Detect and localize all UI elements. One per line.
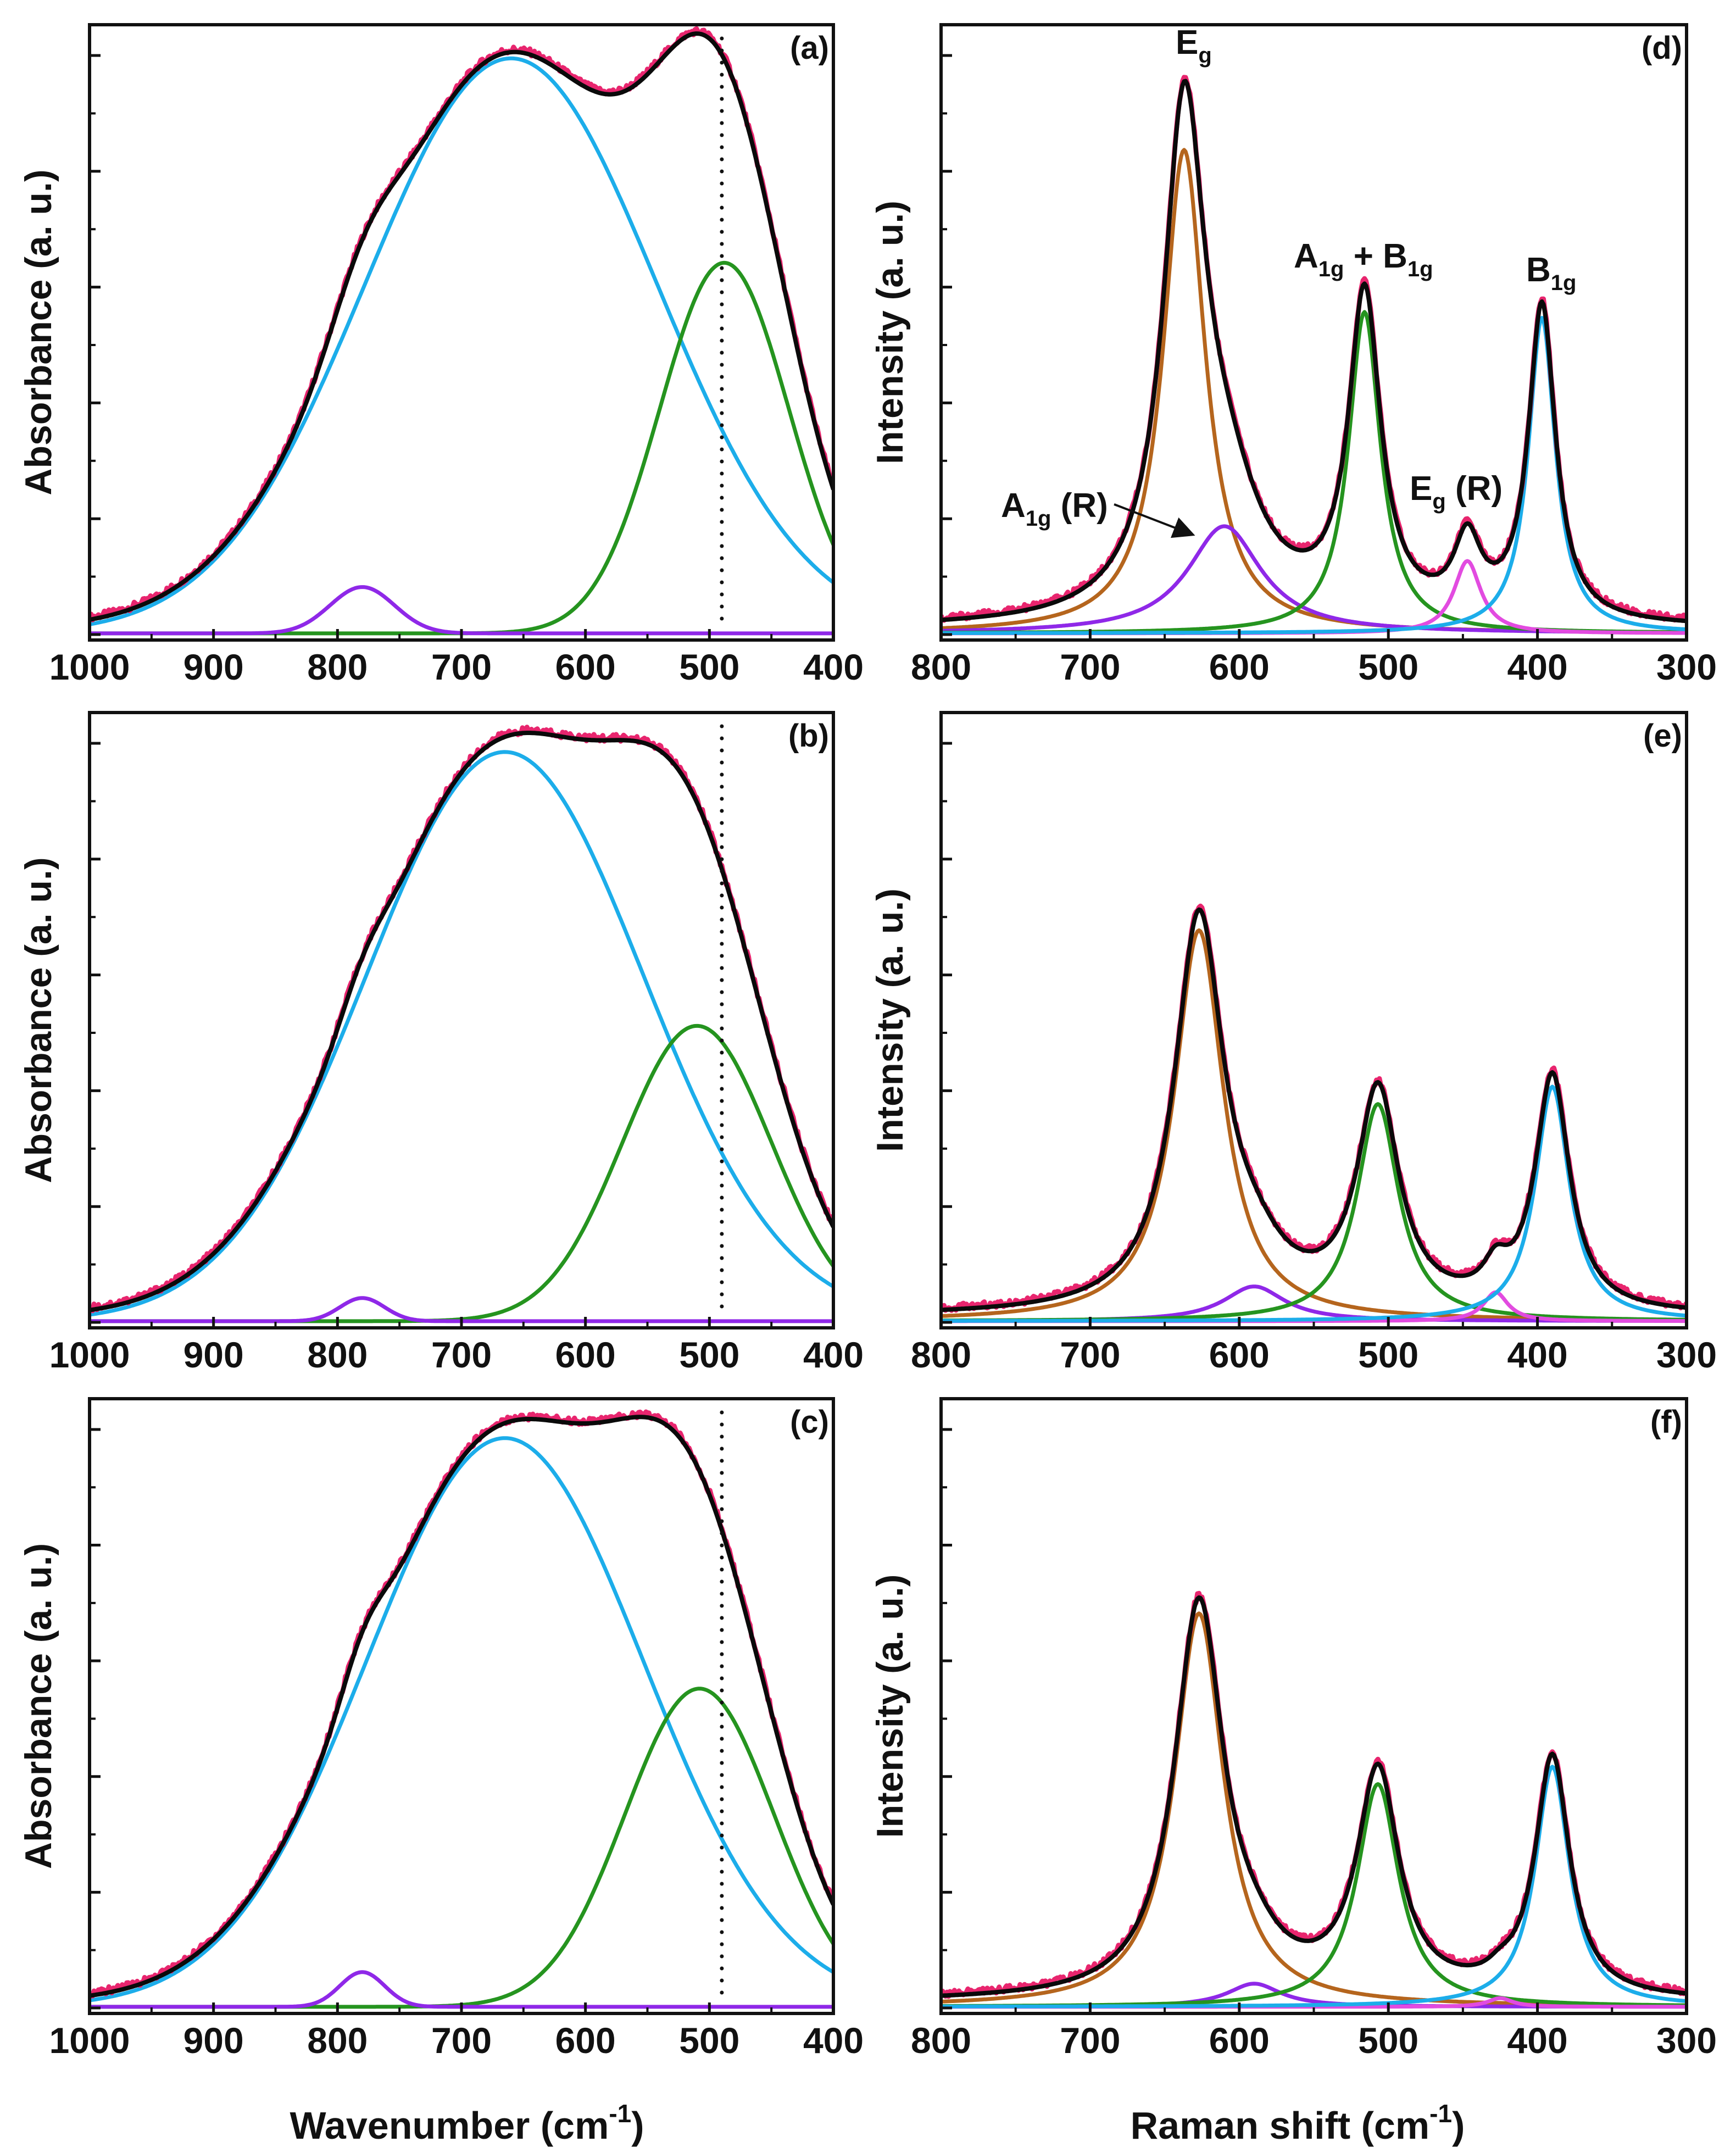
panel-d-y-axis-label: Intensity (a. u.) — [869, 201, 911, 464]
panel-d-fit-component-3 — [941, 310, 1687, 635]
panel-d-xtick-label-800: 800 — [911, 647, 971, 687]
panel-a-fit-component-1 — [90, 56, 833, 626]
panel-b-xtick-label-400: 400 — [803, 1334, 864, 1375]
panel-d-xtick-label-500: 500 — [1358, 647, 1418, 687]
panel-f-cumulative-fit — [941, 1595, 1687, 1998]
left-x-axis-label: Wavenumber (cm-1) — [290, 2099, 644, 2147]
panel-e-y-axis-label: Intensity (a. u.) — [869, 888, 911, 1152]
panel-b-xtick-label-1000: 1000 — [49, 1334, 130, 1375]
panel-f-measured-trace — [941, 1590, 1687, 1999]
panel-c-xtick-label-500: 500 — [679, 2020, 739, 2061]
panel-a-tag: (a) — [790, 30, 829, 66]
panels: 1000 900 800 700 600 500 400 Absorbance (a. u.)… — [18, 23, 1717, 2061]
panel-c-fit-component-3 — [90, 1970, 833, 2009]
panel-d-peak-label-4: Eg (R) — [1410, 470, 1503, 514]
panel-e-frame — [939, 711, 1688, 1329]
panel-a: 1000 900 800 700 600 500 400 Absorbance (a. u.)… — [18, 23, 864, 687]
panel-e-xtick-label-800: 800 — [911, 1334, 971, 1375]
panel-f-fit-component-1 — [941, 1611, 1687, 2007]
panel-d-cumulative-fit — [941, 79, 1687, 624]
panel-e-curves — [941, 903, 1687, 1323]
left-x-axis-label-sup: -1 — [609, 2099, 631, 2128]
panel-a-curves — [90, 26, 833, 636]
panel-a-y-axis-label: Absorbance (a. u.) — [18, 169, 59, 495]
panel-e-xtick-label-600: 600 — [1209, 1334, 1270, 1375]
panel-c-xtick-label-900: 900 — [183, 2020, 244, 2061]
panel-e-xtick-label-700: 700 — [1060, 1334, 1120, 1375]
panel-c-xtick-label-400: 400 — [803, 2020, 864, 2061]
panel-b-xtick-label-800: 800 — [307, 1334, 368, 1375]
panel-d-xtick-label-600: 600 — [1209, 647, 1270, 687]
panel-f-xtick-label-300: 300 — [1656, 2020, 1717, 2061]
panel-b-y-axis-label: Absorbance (a. u.) — [18, 857, 59, 1183]
panel-e: 800 700 600 500 400 300 Intensity (a. u.) (e) — [869, 711, 1717, 1375]
panel-a-xtick-label-700: 700 — [431, 647, 492, 687]
panel-c-xtick-label-600: 600 — [555, 2020, 616, 2061]
panel-a-cumulative-fit — [90, 31, 833, 622]
panel-f-curves — [941, 1590, 1687, 2009]
panel-d-peak-label-3: B1g — [1526, 251, 1576, 295]
right-x-axis-label: Raman shift (cm-1) — [1131, 2099, 1465, 2147]
panel-f: 800 700 600 500 400 300 Intensity (a. u.) (f) — [869, 1397, 1717, 2061]
panel-f-xtick-label-700: 700 — [1060, 2020, 1120, 2061]
panel-c-xtick-label-1000: 1000 — [49, 2020, 130, 2061]
panel-d-peak-label-2: A1g + B1g — [1294, 237, 1433, 281]
panel-a-measured-trace — [90, 26, 833, 622]
panel-d-peak-label-1: Eg — [1176, 24, 1212, 68]
panel-d-xtick-label-700: 700 — [1060, 647, 1120, 687]
panel-c-fit-component-1 — [90, 1436, 833, 2002]
panel-a-xtick-label-400: 400 — [803, 647, 864, 687]
panel-d-measured-trace — [941, 75, 1687, 623]
panel-f-xtick-label-600: 600 — [1209, 2020, 1270, 2061]
panel-c-cumulative-fit — [90, 1415, 833, 1998]
panel-e-xtick-label-300: 300 — [1656, 1334, 1717, 1375]
panel-e-fit-component-1 — [941, 928, 1687, 1322]
panel-f-xtick-label-500: 500 — [1358, 2020, 1418, 2061]
panel-d-xtick-label-400: 400 — [1507, 647, 1568, 687]
panel-d-curves — [941, 75, 1687, 636]
panel-f-xtick-label-800: 800 — [911, 2020, 971, 2061]
panel-b-cumulative-fit — [90, 731, 833, 1312]
panel-b-fit-component-1 — [90, 750, 833, 1317]
panel-b-xtick-label-900: 900 — [183, 1334, 244, 1375]
panel-c-curves — [90, 1409, 833, 2009]
panel-f-frame — [939, 1397, 1688, 2015]
panel-c-y-axis-label: Absorbance (a. u.) — [18, 1543, 59, 1869]
panel-d: 800 700 600 500 400 300 Intensity (a. u.) (d) Eg… — [869, 23, 1717, 687]
panel-e-tag: (e) — [1643, 718, 1682, 754]
panel-c-xtick-label-800: 800 — [307, 2020, 368, 2061]
panel-b-xtick-label-600: 600 — [555, 1334, 616, 1375]
panel-e-xtick-label-500: 500 — [1358, 1334, 1418, 1375]
panel-d-fit-component-5 — [941, 316, 1687, 635]
panel-e-xtick-label-400: 400 — [1507, 1334, 1568, 1375]
panel-f-y-axis-label: Intensity (a. u.) — [869, 1575, 911, 1838]
panel-d-xtick-label-300: 300 — [1656, 647, 1717, 687]
panel-b-xtick-label-700: 700 — [431, 1334, 492, 1375]
panel-f-tag: (f) — [1650, 1404, 1682, 1440]
panel-a-xtick-label-1000: 1000 — [49, 647, 130, 687]
panel-e-cumulative-fit — [941, 907, 1687, 1312]
panel-d-annotation-arrow — [1114, 503, 1195, 538]
panel-b: 1000 900 800 700 600 500 400 Absorbance (a. u.)… — [18, 711, 864, 1375]
right-x-axis-label-sup: -1 — [1429, 2099, 1452, 2128]
panel-d-tag: (d) — [1642, 30, 1682, 66]
panel-f-xtick-label-400: 400 — [1507, 2020, 1568, 2061]
panel-d-peak-label-5: A1g (R) — [1001, 487, 1108, 531]
panel-a-xtick-label-900: 900 — [183, 647, 244, 687]
panel-c-xtick-label-700: 700 — [431, 2020, 492, 2061]
panel-a-xtick-label-600: 600 — [555, 647, 616, 687]
panel-b-tag: (b) — [788, 718, 829, 754]
panel-c-tag: (c) — [790, 1404, 829, 1440]
panel-a-xtick-label-500: 500 — [679, 647, 739, 687]
panel-c: 1000 900 800 700 600 500 400 Absorbance (a. u.)… — [18, 1397, 864, 2061]
panel-a-xtick-label-800: 800 — [307, 647, 368, 687]
panel-b-xtick-label-500: 500 — [679, 1334, 739, 1375]
